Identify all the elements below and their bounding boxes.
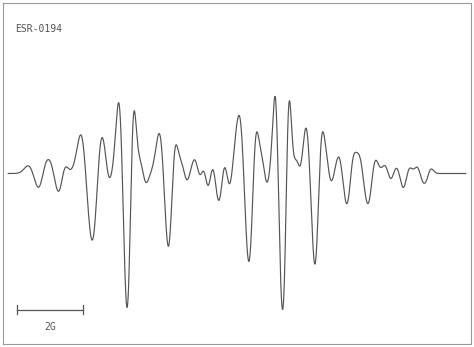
Text: 2G: 2G — [44, 322, 56, 332]
Text: ESR-0194: ESR-0194 — [15, 24, 62, 34]
